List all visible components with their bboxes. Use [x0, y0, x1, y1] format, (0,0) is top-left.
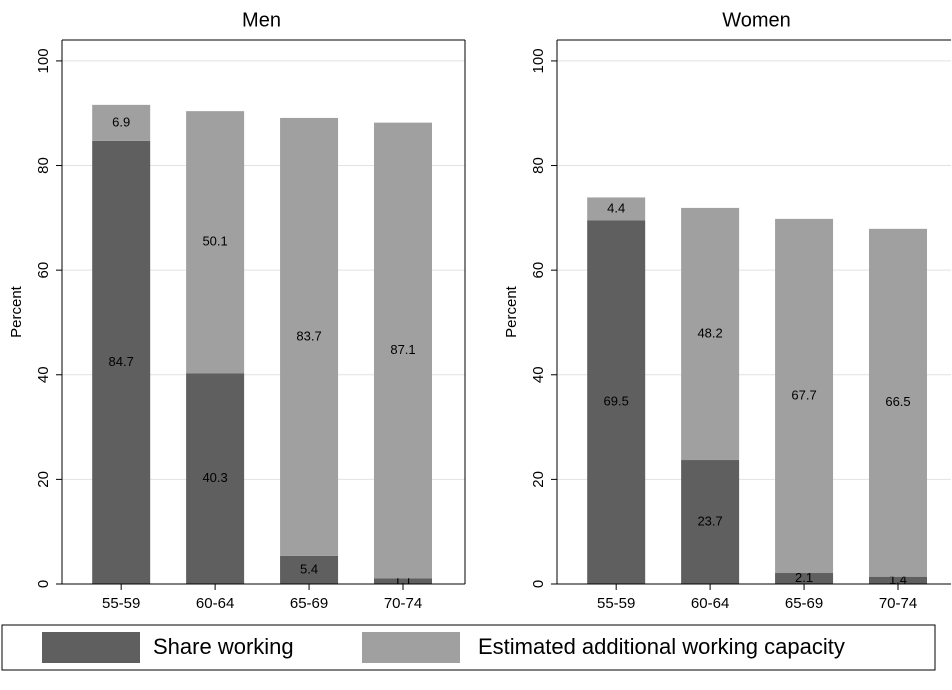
x-tick-label: 55-59: [597, 595, 635, 612]
bar-segment: [775, 218, 834, 574]
data-label: 4.4: [607, 200, 625, 215]
bar-segment: [92, 140, 151, 584]
data-label: 84.7: [109, 354, 134, 369]
y-tick-label: 80: [530, 157, 547, 174]
data-label: 48.2: [697, 325, 722, 340]
y-tick-label: 0: [35, 580, 52, 588]
y-axis-label: Percent: [8, 285, 25, 338]
legend-label: Share working: [153, 634, 294, 659]
y-tick-label: 40: [530, 366, 547, 383]
bar-segment: [280, 117, 339, 556]
data-label: 66.5: [885, 394, 910, 409]
bar-segment: [869, 576, 927, 584]
y-tick-label: 80: [35, 157, 52, 174]
legend-box: [1, 624, 936, 671]
legend-swatch: [362, 632, 460, 663]
x-tick-label: 65-69: [785, 595, 823, 612]
bar-segment: [92, 104, 151, 141]
legend-label: Estimated additional working capacity: [478, 634, 845, 659]
y-tick-label: 100: [530, 48, 547, 73]
y-tick-label: 100: [35, 48, 52, 73]
chart-title: Men: [242, 9, 281, 31]
data-label: 69.5: [604, 394, 629, 409]
bar-segment: [587, 197, 646, 221]
y-tick-label: 0: [530, 580, 547, 588]
data-label: 6.9: [112, 114, 130, 129]
legend-swatch: [42, 632, 140, 663]
y-tick-label: 60: [530, 262, 547, 279]
bar-segment: [587, 220, 646, 584]
chart-title: Women: [722, 9, 791, 31]
bar-segment: [186, 373, 245, 584]
bar-segment: [869, 228, 927, 577]
bar-segment: [186, 111, 245, 374]
x-tick-label: 60-64: [691, 595, 729, 612]
bar-segment: [775, 573, 834, 584]
data-label: 83.7: [296, 328, 321, 343]
x-tick-label: 70-74: [384, 595, 422, 612]
bar-segment: [280, 555, 339, 584]
data-label: 5.4: [300, 561, 318, 576]
bar-segment: [374, 122, 432, 579]
bar-segment: [681, 207, 740, 461]
data-label: 2.1: [795, 570, 813, 585]
x-tick-label: 70-74: [879, 595, 917, 612]
bar-segment: [374, 578, 432, 584]
y-axis-label: Percent: [503, 285, 520, 338]
x-tick-label: 60-64: [196, 595, 234, 612]
bar-segment: [681, 460, 740, 584]
x-tick-label: 65-69: [290, 595, 328, 612]
y-tick-label: 20: [530, 471, 547, 488]
data-label: 67.7: [791, 387, 816, 402]
data-label: 23.7: [697, 513, 722, 528]
data-label: 87.1: [390, 342, 415, 357]
y-tick-label: 40: [35, 366, 52, 383]
y-tick-label: 20: [35, 471, 52, 488]
y-tick-label: 60: [35, 262, 52, 279]
x-tick-label: 55-59: [102, 595, 140, 612]
data-label: 50.1: [202, 234, 227, 249]
data-label: 40.3: [202, 470, 227, 485]
